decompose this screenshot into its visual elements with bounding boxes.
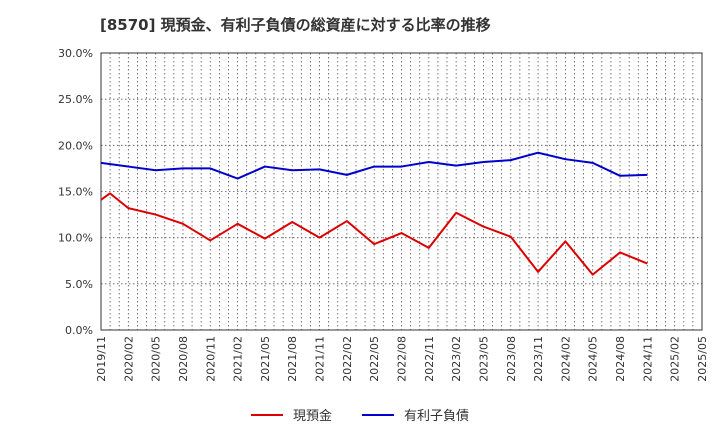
x-tick-label: 2022/05 <box>368 336 381 382</box>
legend-item-cash: 現預金 <box>250 405 332 424</box>
x-tick-label: 2024/11 <box>641 336 654 382</box>
y-tick-label: 10.0% <box>58 232 93 245</box>
x-tick-label: 2021/02 <box>232 336 245 382</box>
series-lines <box>100 151 648 276</box>
legend: 現預金 有利子負債 <box>0 405 720 424</box>
x-tick-label: 2023/08 <box>505 336 518 382</box>
chart-title: [8570] 現預金、有利子負債の総資産に対する比率の推移 <box>100 16 491 34</box>
x-tick-label: 2025/05 <box>696 336 709 382</box>
x-tick-label: 2024/05 <box>587 336 600 382</box>
x-tick-label: 2019/11 <box>95 336 108 382</box>
x-tick-label: 2020/11 <box>204 336 217 382</box>
legend-label-cash: 現預金 <box>292 409 332 424</box>
x-tick-label: 2020/08 <box>177 336 190 382</box>
y-tick-label: 15.0% <box>58 186 93 199</box>
x-tick-label: 2020/02 <box>122 336 135 382</box>
x-tick-label: 2023/11 <box>532 336 545 382</box>
x-tick-label: 2020/05 <box>150 336 163 382</box>
x-tick-label: 2022/02 <box>341 336 354 382</box>
legend-item-debt: 有利子負債 <box>362 405 469 424</box>
x-tick-label: 2022/08 <box>396 336 409 382</box>
grid-lines <box>101 53 702 330</box>
legend-swatch-debt <box>362 413 394 416</box>
x-tick-label: 2023/05 <box>477 336 490 382</box>
x-tick-label: 2021/05 <box>259 336 272 382</box>
y-tick-label: 30.0% <box>58 47 93 60</box>
x-axis-ticks: 2019/11 2020/02 2020/05 2020/08 2020/11 2021/… <box>95 336 709 382</box>
series-line-debt <box>100 151 648 180</box>
legend-label-debt: 有利子負債 <box>404 409 470 424</box>
series-line-cash <box>100 192 648 276</box>
y-tick-label: 20.0% <box>58 139 93 152</box>
x-tick-label: 2021/08 <box>286 336 299 382</box>
x-tick-label: 2024/02 <box>559 336 572 382</box>
plot-frame <box>100 52 703 331</box>
x-tick-label: 2023/02 <box>450 336 463 382</box>
x-tick-label: 2024/08 <box>614 336 627 382</box>
y-tick-label: 0.0% <box>65 324 93 337</box>
y-axis-ticks: 0.0% 5.0% 10.0% 15.0% 20.0% 25.0% 30.0% <box>58 47 93 337</box>
y-tick-label: 25.0% <box>58 93 93 106</box>
x-tick-label: 2021/11 <box>314 336 327 382</box>
legend-swatch-cash <box>250 413 283 416</box>
y-tick-label: 5.0% <box>65 278 93 291</box>
x-tick-label: 2022/11 <box>423 336 436 382</box>
x-tick-label: 2025/02 <box>669 336 682 382</box>
